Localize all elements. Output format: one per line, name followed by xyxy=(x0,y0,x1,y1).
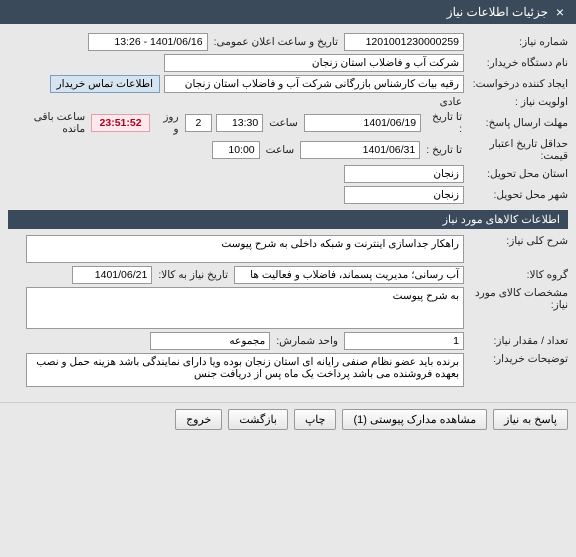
buyer-field: شرکت آب و فاضلاب استان زنجان xyxy=(164,54,464,72)
requester-field: رقیه بیات کارشناس بازرگانی شرکت آب و فاض… xyxy=(164,75,464,93)
window-title: جزئیات اطلاعات نیاز xyxy=(447,5,548,19)
to-date-label-2: تا تاریخ : xyxy=(424,144,464,156)
qty-field: 1 xyxy=(344,332,464,350)
desc-field: راهکار جداسازی اینترنت و شبکه داخلی به ش… xyxy=(26,235,464,263)
remaining-label: ساعت باقی مانده xyxy=(8,111,87,135)
contact-buyer-button[interactable]: اطلاعات تماس خریدار xyxy=(50,75,160,93)
need-no-field: 1201001230000259 xyxy=(344,33,464,51)
priority-value: عادی xyxy=(438,96,464,108)
days-label: روز و xyxy=(154,111,181,135)
notes-label: توضیحات خریدار: xyxy=(468,353,568,365)
unit-field: مجموعه xyxy=(150,332,270,350)
price-valid-label: حداقل تاریخ اعتبار قیمت: xyxy=(468,138,568,162)
goods-section-header: اطلاعات کالاهای مورد نیاز xyxy=(8,210,568,229)
qty-label: تعداد / مقدار نیاز: xyxy=(468,335,568,347)
reply-button[interactable]: پاسخ به نیاز xyxy=(493,409,568,430)
notes-field: برنده باید عضو نظام صنفی رایانه ای استان… xyxy=(26,353,464,387)
reply-deadline-label: مهلت ارسال پاسخ: xyxy=(468,117,568,129)
unit-label: واحد شمارش: xyxy=(274,335,340,347)
exit-button[interactable]: خروج xyxy=(175,409,222,430)
priority-label: اولویت نیاز : xyxy=(468,96,568,108)
attachments-button[interactable]: مشاهده مدارک پیوستی (1) xyxy=(342,409,487,430)
spec-label: مشخصات کالای مورد نیاز: xyxy=(468,287,568,311)
close-icon[interactable]: × xyxy=(552,4,568,20)
reply-hour-field: 13:30 xyxy=(216,114,263,132)
delivery-city-field: زنجان xyxy=(344,186,464,204)
button-bar: پاسخ به نیاز مشاهده مدارک پیوستی (1) چاپ… xyxy=(0,402,576,436)
announce-field: 1401/06/16 - 13:26 xyxy=(88,33,208,51)
delivery-city-label: شهر محل تحویل: xyxy=(468,189,568,201)
window-titlebar: × جزئیات اطلاعات نیاز xyxy=(0,0,576,24)
need-no-label: شماره نیاز: xyxy=(468,36,568,48)
delivery-province-label: استان محل تحویل: xyxy=(468,168,568,180)
buyer-label: نام دستگاه خریدار: xyxy=(468,57,568,69)
spec-field: به شرح پیوست xyxy=(26,287,464,329)
print-button[interactable]: چاپ xyxy=(294,409,337,430)
announce-label: تاریخ و ساعت اعلان عمومی: xyxy=(212,36,340,48)
price-hour-field: 10:00 xyxy=(212,141,260,159)
group-label: گروه کالا: xyxy=(468,269,568,281)
countdown-field: 23:51:52 xyxy=(91,114,150,132)
hour-label-2: ساعت xyxy=(264,144,297,156)
need-date-field: 1401/06/21 xyxy=(72,266,152,284)
hour-label-1: ساعت xyxy=(267,117,300,129)
need-date-label: تاریخ نیاز به کالا: xyxy=(156,269,230,281)
days-field: 2 xyxy=(185,114,213,132)
to-date-label-1: تا تاریخ : xyxy=(425,111,464,135)
reply-date-field: 1401/06/19 xyxy=(304,114,421,132)
requester-label: ایجاد کننده درخواست: xyxy=(468,78,568,90)
details-panel: شماره نیاز: 1201001230000259 تاریخ و ساع… xyxy=(0,24,576,396)
delivery-province-field: زنجان xyxy=(344,165,464,183)
group-field: آب رسانی؛ مدیریت پسماند، فاضلاب و فعالیت… xyxy=(234,266,464,284)
price-date-field: 1401/06/31 xyxy=(300,141,420,159)
back-button[interactable]: بازگشت xyxy=(228,409,288,430)
desc-label: شرح کلی نیاز: xyxy=(468,235,568,247)
